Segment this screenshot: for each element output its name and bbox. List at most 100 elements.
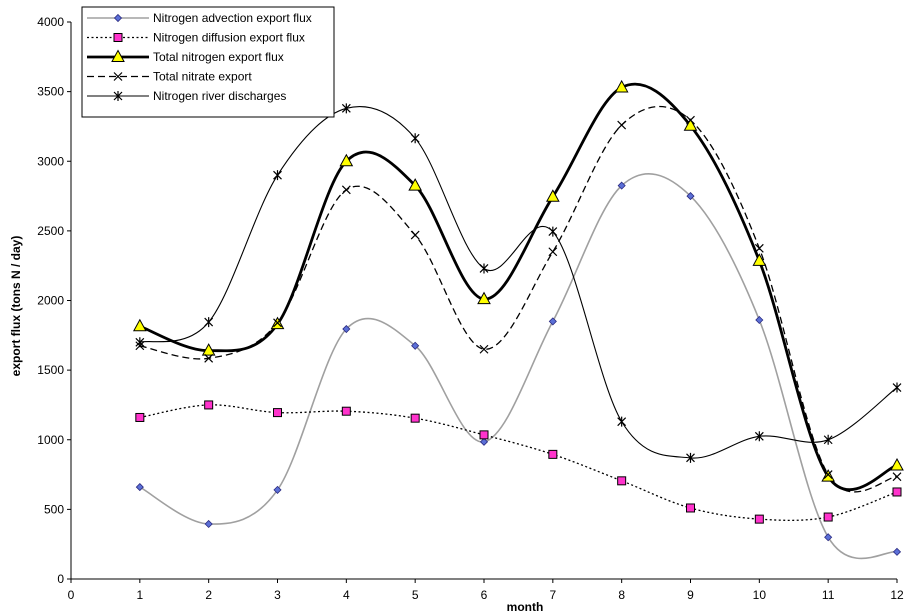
data-point [410, 230, 420, 240]
data-point [683, 118, 698, 131]
data-point [204, 519, 213, 529]
x-tick-label: 5 [412, 588, 419, 602]
y-tick-label: 3000 [37, 154, 64, 168]
x-tick-label: 8 [618, 588, 625, 602]
x-tick-label: 7 [549, 588, 556, 602]
data-point [686, 191, 695, 201]
data-point [273, 170, 282, 181]
x-tick-label: 6 [481, 588, 488, 602]
x-tick-label: 4 [343, 588, 350, 602]
series-line [139, 106, 898, 493]
x-tick-label: 12 [890, 588, 904, 602]
data-point [548, 449, 558, 459]
data-point [339, 153, 354, 167]
data-point [548, 317, 557, 326]
series-line [139, 173, 898, 560]
data-point [617, 416, 627, 427]
x-tick-label: 10 [753, 588, 767, 602]
data-point [479, 430, 489, 440]
data-point [617, 120, 627, 130]
data-point [341, 103, 351, 114]
data-point [479, 344, 489, 354]
data-point [273, 408, 282, 418]
data-point [204, 353, 214, 363]
data-point [410, 133, 420, 144]
y-tick-label: 3500 [37, 85, 64, 99]
data-point [204, 317, 214, 328]
legend-label: Total nitrate export [153, 70, 252, 84]
legend-swatch-marker [113, 72, 123, 81]
data-point [752, 253, 767, 266]
legend-label: Total nitrogen export flux [153, 50, 284, 64]
y-tick-label: 1000 [37, 433, 64, 447]
data-point [890, 457, 904, 471]
data-point [548, 247, 558, 257]
data-point [617, 476, 627, 486]
x-tick-label: 0 [68, 588, 75, 602]
data-point [614, 79, 629, 93]
legend-swatch-marker [113, 13, 123, 23]
data-point [892, 382, 902, 393]
data-point [823, 434, 833, 445]
data-point [342, 324, 351, 334]
data-point [892, 487, 902, 497]
x-tick-label: 11 [822, 588, 835, 602]
legend-swatch-marker [113, 33, 123, 42]
data-point [273, 485, 282, 494]
x-axis-title: month [507, 600, 544, 614]
data-point [823, 470, 833, 479]
axes [67, 21, 898, 583]
y-tick-label: 0 [57, 572, 64, 586]
data-markers [132, 79, 904, 556]
data-point [824, 533, 833, 542]
data-point [135, 483, 144, 492]
data-point [686, 115, 695, 125]
data-point [686, 452, 695, 463]
y-tick-label: 500 [44, 502, 64, 516]
data-point [754, 243, 764, 253]
y-tick-label: 4000 [37, 15, 64, 29]
data-point [201, 343, 216, 356]
data-point [132, 318, 147, 332]
data-point [408, 178, 423, 191]
data-point [617, 181, 626, 190]
data-point [754, 514, 764, 524]
legend-swatch-marker [113, 91, 123, 101]
x-tick-label: 3 [274, 588, 281, 602]
x-tick-label: 1 [136, 588, 143, 602]
data-point [545, 189, 560, 202]
data-point [477, 291, 491, 305]
data-point [892, 472, 902, 482]
plot-lines [139, 82, 898, 560]
legend: Nitrogen advection export flux Nitrogen d… [81, 6, 335, 118]
data-point [479, 437, 489, 446]
y-tick-label: 2500 [37, 224, 64, 238]
data-point [341, 185, 351, 195]
data-point [754, 431, 764, 442]
data-point [755, 315, 764, 325]
y-tick-label: 2000 [37, 294, 64, 308]
y-tick-label: 1500 [37, 363, 64, 377]
legend-label: Nitrogen diffusion export flux [153, 31, 305, 45]
data-point [204, 400, 214, 410]
data-point [135, 337, 145, 348]
series-line [139, 105, 898, 459]
data-point [686, 503, 695, 513]
data-point [411, 341, 420, 350]
data-point [135, 412, 145, 422]
legend-swatch-marker [111, 49, 125, 62]
y-axis-title: export flux (tons N / day) [9, 236, 23, 377]
data-point [823, 512, 833, 522]
series-line [139, 404, 898, 522]
data-point [479, 263, 489, 274]
series-line [139, 82, 898, 492]
x-tick-label: 2 [205, 588, 212, 602]
data-point [273, 318, 282, 328]
legend-label: Nitrogen advection export flux [153, 11, 312, 25]
data-point [341, 406, 351, 416]
data-point [410, 413, 420, 423]
data-point [548, 226, 558, 237]
x-tick-label: 9 [687, 588, 694, 602]
